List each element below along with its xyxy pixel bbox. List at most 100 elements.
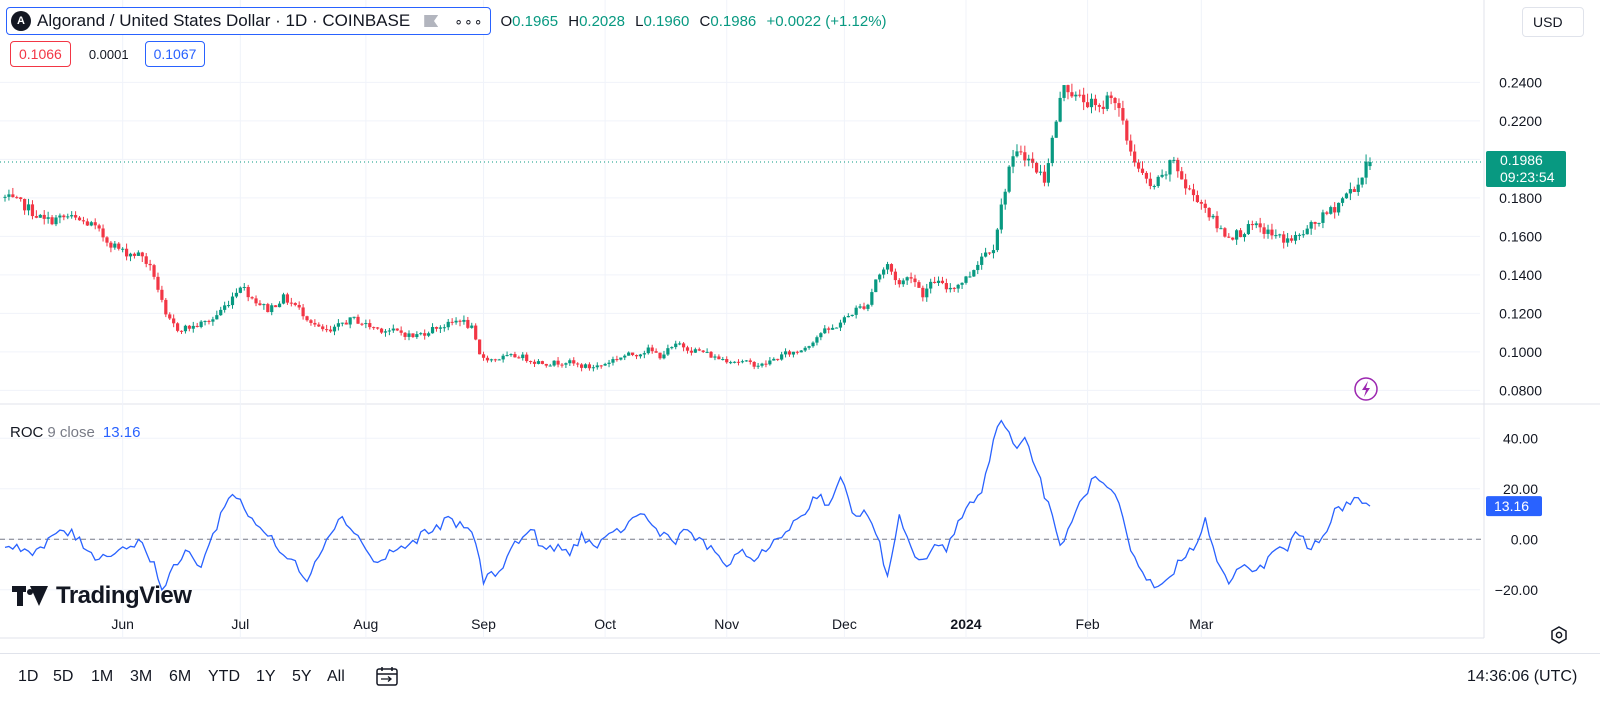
candle-body xyxy=(921,287,925,298)
candle-body xyxy=(615,359,619,361)
candle xyxy=(328,325,333,333)
candle xyxy=(1278,233,1282,238)
candle xyxy=(332,324,337,336)
candle-body xyxy=(203,320,207,322)
candle-body xyxy=(1121,108,1125,121)
candle xyxy=(1227,233,1231,239)
candle-body xyxy=(238,287,242,293)
candle xyxy=(26,198,31,216)
time-tick-label: Jul xyxy=(231,616,249,632)
candle-body xyxy=(885,264,890,270)
candle-body xyxy=(646,347,650,354)
candle-body xyxy=(301,307,305,317)
brand-name: TradingView xyxy=(56,582,192,609)
candle xyxy=(964,275,968,285)
candle xyxy=(666,344,670,356)
utc-clock[interactable]: 14:36:06 (UTC) xyxy=(1467,668,1578,685)
candle xyxy=(1242,232,1247,242)
candle xyxy=(207,319,211,325)
candle xyxy=(1293,231,1298,245)
candle xyxy=(548,363,552,367)
candle-body xyxy=(525,354,529,362)
range-6m-button[interactable]: 6M xyxy=(169,668,192,685)
candle-body xyxy=(768,360,772,365)
change-value: +0.0022 (+1.12%) xyxy=(766,12,887,30)
sell-button[interactable]: 0.1066 xyxy=(10,41,71,67)
candle-body xyxy=(509,354,513,356)
candle-body xyxy=(356,316,360,324)
candle xyxy=(905,276,909,285)
symbol-title[interactable]: Algorand / United States Dollar · 1D · C… xyxy=(37,11,411,30)
candle-body xyxy=(760,363,764,366)
candle xyxy=(152,263,156,280)
candle-body xyxy=(274,305,278,308)
range-1d-button[interactable]: 1D xyxy=(18,668,39,685)
candle xyxy=(274,304,278,308)
candle xyxy=(936,276,941,286)
flag-icon[interactable] xyxy=(424,15,439,27)
candle xyxy=(77,216,82,221)
candle-body xyxy=(199,321,203,327)
candle xyxy=(1313,221,1317,230)
tradingview-logo[interactable]: TradingView xyxy=(12,582,192,610)
candle xyxy=(489,358,493,363)
symbol-box[interactable]: A Algorand / United States Dollar · 1D ·… xyxy=(6,7,491,35)
candle-body xyxy=(705,351,709,353)
chart-canvas[interactable]: 0.0800 0.1000 0.1200 0.1400 0.1600 0.1800 0.20… xyxy=(0,0,1600,650)
candle-body xyxy=(893,271,897,281)
candle-body xyxy=(446,321,450,328)
range-all-button[interactable]: All xyxy=(327,668,345,685)
candle xyxy=(591,364,595,372)
more-icon[interactable]: ∘∘∘ xyxy=(454,12,484,29)
candle-body xyxy=(266,304,270,313)
candle-body xyxy=(1368,162,1372,167)
candle-body xyxy=(948,287,952,290)
candle-body xyxy=(1070,92,1074,97)
candle xyxy=(179,330,184,335)
range-1m-button[interactable]: 1M xyxy=(91,668,114,685)
candle xyxy=(458,319,462,327)
range-1y-button[interactable]: 1Y xyxy=(256,668,276,685)
candle-body xyxy=(1254,223,1258,226)
candle-body xyxy=(152,265,156,277)
candle-body xyxy=(132,253,137,256)
candle xyxy=(1078,89,1082,98)
candle-body xyxy=(281,294,286,304)
candle xyxy=(66,213,70,220)
candle-body xyxy=(611,359,615,363)
candle-body xyxy=(19,197,23,199)
range-5d-button[interactable]: 5D xyxy=(53,668,74,685)
candle-body xyxy=(379,328,384,333)
candle-body xyxy=(662,354,666,359)
candle-body xyxy=(293,303,297,305)
candle-body xyxy=(493,359,497,361)
candle-body xyxy=(164,299,168,315)
candle-body xyxy=(1262,227,1266,234)
candle-body xyxy=(717,356,721,360)
candle-body xyxy=(1101,106,1105,109)
candle-body xyxy=(1062,85,1066,98)
candle-body xyxy=(340,322,344,324)
candle-body xyxy=(693,349,697,353)
currency-button[interactable]: USD xyxy=(1522,7,1584,37)
candle xyxy=(1144,171,1149,184)
candle xyxy=(611,356,615,366)
buy-button[interactable]: 0.1067 xyxy=(144,41,206,67)
close-label: C xyxy=(699,12,711,30)
candle xyxy=(509,353,513,357)
settings-gear-icon[interactable] xyxy=(1550,626,1568,644)
candle xyxy=(681,342,686,352)
range-3m-button[interactable]: 3M xyxy=(130,668,153,685)
candle-body xyxy=(721,359,725,361)
range-5y-button[interactable]: 5Y xyxy=(292,668,312,685)
candle-body xyxy=(713,356,717,358)
range-ytd-button[interactable]: YTD xyxy=(208,668,240,685)
date-range-calendar-icon[interactable] xyxy=(376,666,398,686)
candle xyxy=(701,349,705,353)
roc-legend[interactable]: ROC 9 close 13.16 xyxy=(10,424,140,441)
candle xyxy=(34,210,38,219)
candle xyxy=(1199,199,1203,210)
candle-body xyxy=(277,303,282,308)
candle-body xyxy=(960,282,964,285)
